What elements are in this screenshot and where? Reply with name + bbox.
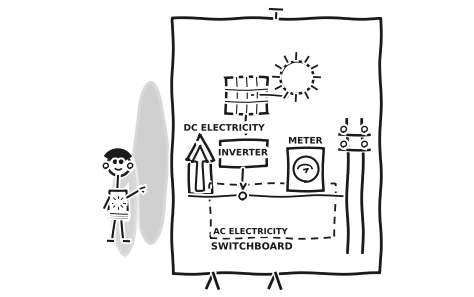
Bar <box>225 77 267 113</box>
FancyArrow shape <box>191 146 209 190</box>
Circle shape <box>240 193 246 199</box>
Bar <box>210 184 335 238</box>
Bar <box>189 160 210 193</box>
Circle shape <box>362 142 367 146</box>
Circle shape <box>342 127 346 132</box>
Ellipse shape <box>133 82 169 245</box>
Text: DC ELECTRICITY: DC ELECTRICITY <box>183 124 264 133</box>
Bar <box>172 18 380 273</box>
Text: SWITCHBOARD: SWITCHBOARD <box>211 241 293 252</box>
Polygon shape <box>186 134 213 160</box>
Circle shape <box>362 127 367 132</box>
Text: AC ELECTRICITY: AC ELECTRICITY <box>213 227 288 236</box>
Ellipse shape <box>111 153 137 257</box>
Circle shape <box>128 164 132 168</box>
Circle shape <box>280 61 313 94</box>
Circle shape <box>107 154 129 176</box>
Bar <box>109 190 127 218</box>
Bar <box>219 140 267 166</box>
Circle shape <box>342 142 346 146</box>
Circle shape <box>293 157 318 182</box>
Text: INVERTER: INVERTER <box>218 148 268 157</box>
Circle shape <box>104 164 108 168</box>
Bar <box>288 148 323 190</box>
Text: METER: METER <box>288 137 322 146</box>
Circle shape <box>114 199 122 206</box>
